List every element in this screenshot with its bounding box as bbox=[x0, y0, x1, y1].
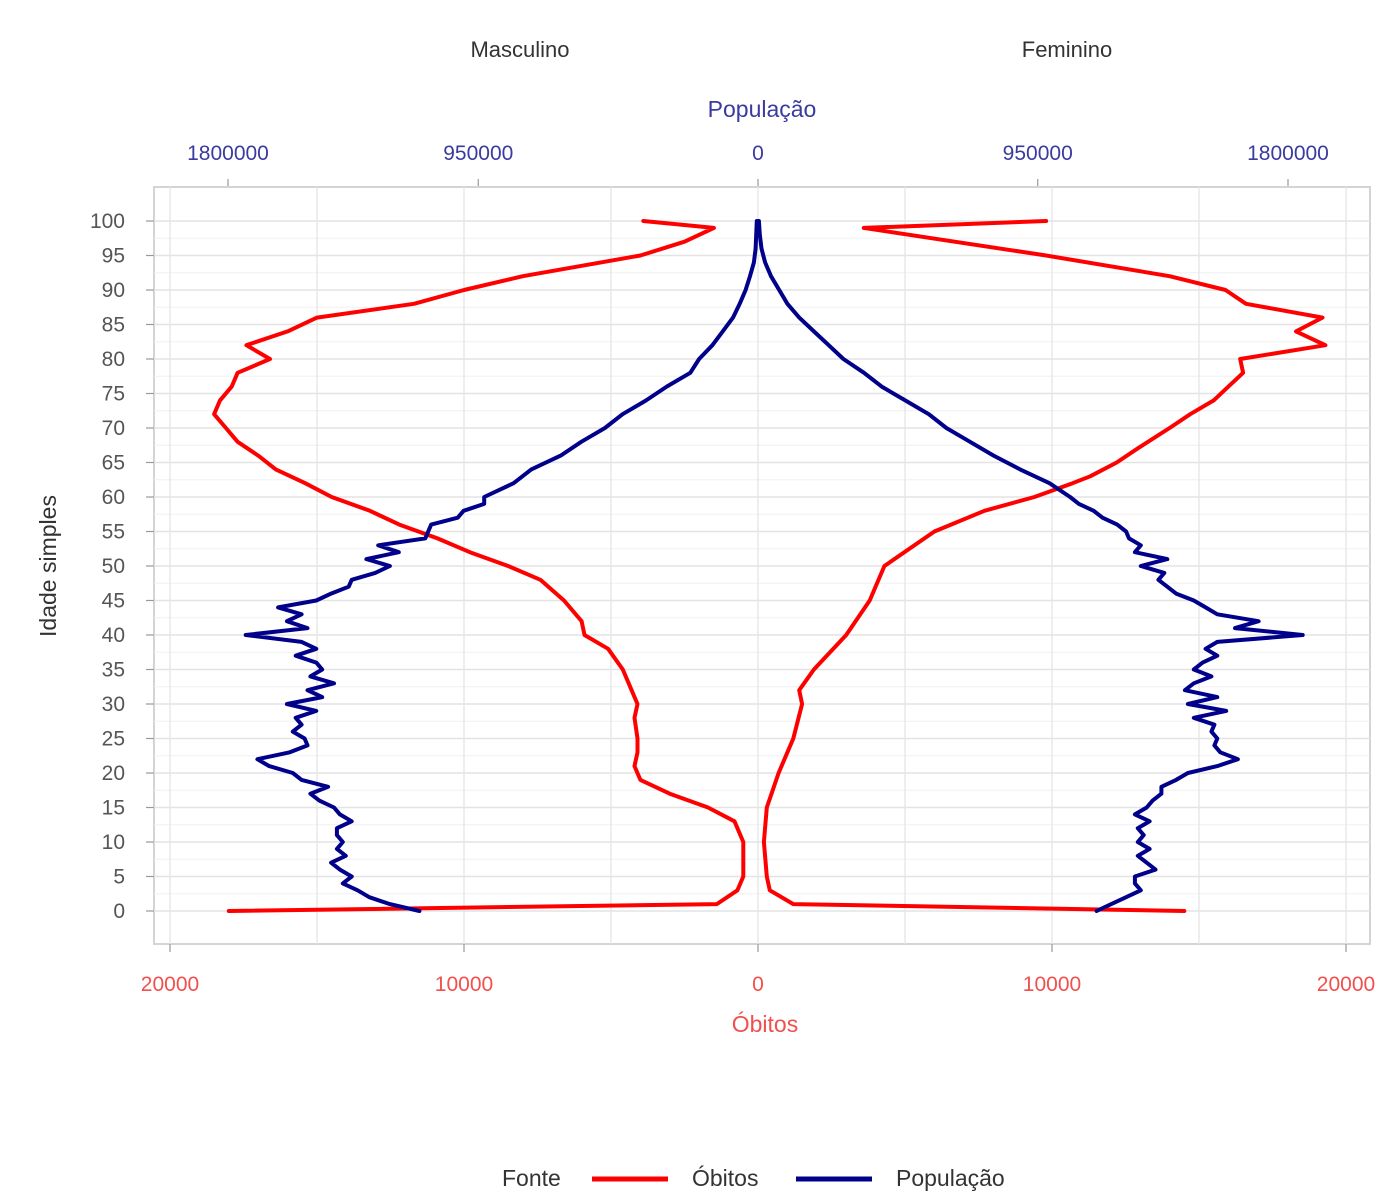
top-tick-label: 950000 bbox=[443, 142, 513, 165]
y-tick-label: 85 bbox=[102, 314, 125, 337]
top-axis-title: População bbox=[708, 96, 817, 122]
series-layer bbox=[212, 219, 1328, 913]
y-axis-title: Idade simples bbox=[35, 495, 61, 637]
obitos-line-masculino bbox=[212, 219, 746, 913]
facet-label-feminino: Feminino bbox=[1022, 37, 1112, 62]
y-axis-ticks: 0 5 10 15 20 25 30 35 40 45 50 55 60 65 70 75 80 85 90 95 10… bbox=[90, 210, 154, 923]
legend-title: Fonte bbox=[502, 1165, 561, 1191]
legend-label-populacao: População bbox=[896, 1165, 1005, 1191]
bottom-tick-label: 20000 bbox=[1317, 973, 1375, 996]
y-tick-label: 45 bbox=[102, 590, 125, 613]
y-tick-label: 65 bbox=[102, 452, 125, 475]
y-tick-label: 70 bbox=[102, 417, 125, 440]
populacao-line-masculino bbox=[243, 219, 759, 913]
legend-label-obitos: Óbitos bbox=[692, 1165, 758, 1191]
y-tick-label: 0 bbox=[113, 900, 125, 923]
y-tick-label: 50 bbox=[102, 555, 125, 578]
y-tick-label: 60 bbox=[102, 486, 125, 509]
y-tick-label: 100 bbox=[90, 210, 125, 233]
y-tick-label: 30 bbox=[102, 693, 125, 716]
bottom-tick-label: 0 bbox=[752, 973, 764, 996]
y-tick-label: 90 bbox=[102, 279, 125, 302]
y-tick-label: 20 bbox=[102, 762, 125, 785]
top-tick-label: 1800000 bbox=[1247, 142, 1329, 165]
legend: Fonte Óbitos População bbox=[502, 1165, 1005, 1191]
bottom-tick-label: 20000 bbox=[141, 973, 199, 996]
y-tick-label: 75 bbox=[102, 383, 125, 406]
y-tick-label: 40 bbox=[102, 624, 125, 647]
bottom-tick-label: 10000 bbox=[435, 973, 493, 996]
top-tick-label: 0 bbox=[752, 142, 764, 165]
top-tick-label: 1800000 bbox=[187, 142, 269, 165]
y-tick-label: 80 bbox=[102, 348, 125, 371]
bottom-tick-label: 10000 bbox=[1023, 973, 1081, 996]
obitos-line-feminino bbox=[761, 219, 1328, 913]
bottom-axis-title: Óbitos bbox=[732, 1011, 798, 1037]
y-tick-label: 25 bbox=[102, 728, 125, 751]
top-tick-label: 950000 bbox=[1003, 142, 1073, 165]
y-tick-label: 55 bbox=[102, 521, 125, 544]
y-tick-label: 10 bbox=[102, 831, 125, 854]
y-tick-label: 95 bbox=[102, 245, 125, 268]
top-axis-ticks: 1800000 950000 0 950000 1800000 bbox=[187, 142, 1329, 187]
bottom-axis-ticks: 20000 10000 0 10000 20000 bbox=[141, 944, 1375, 996]
populacao-line-feminino bbox=[756, 219, 1305, 913]
grid-lines bbox=[154, 187, 1370, 944]
y-tick-label: 5 bbox=[113, 866, 125, 889]
y-tick-label: 35 bbox=[102, 659, 125, 682]
facet-label-masculino: Masculino bbox=[470, 37, 569, 62]
y-tick-label: 15 bbox=[102, 797, 125, 820]
